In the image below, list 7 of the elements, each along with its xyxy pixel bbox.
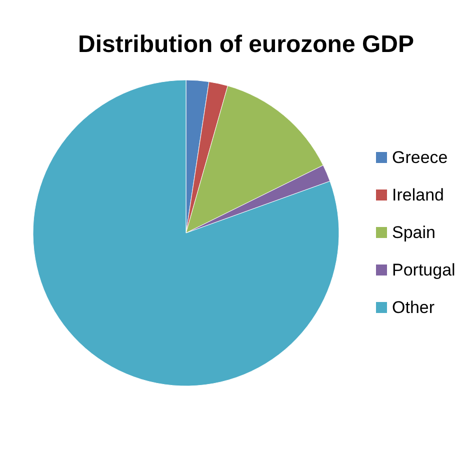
legend-label: Ireland — [392, 186, 444, 204]
chart-title: Distribution of eurozone GDP — [78, 31, 414, 58]
legend-label: Portugal — [392, 260, 456, 280]
legend-label: Other — [392, 298, 435, 317]
pie-slice — [32, 80, 340, 386]
legend-label: Greece — [392, 148, 448, 167]
legend-label: Spain — [392, 223, 436, 242]
